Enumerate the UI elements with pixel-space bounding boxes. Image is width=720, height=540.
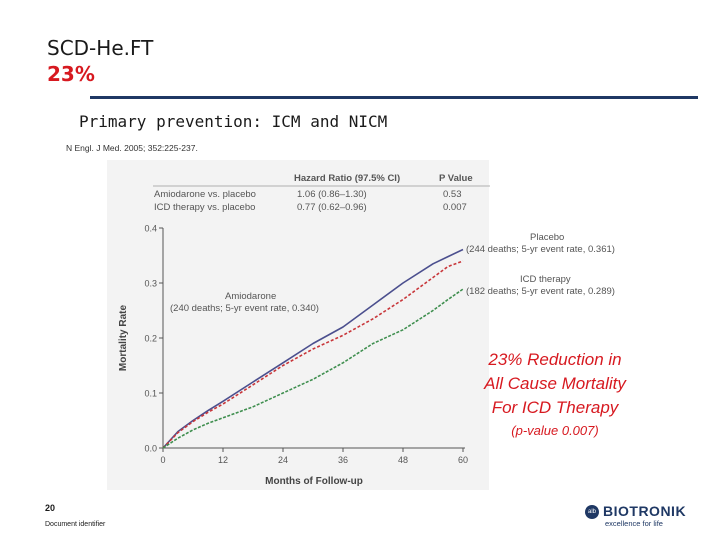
- slide-subtitle: Primary prevention: ICM and NICM: [79, 112, 388, 131]
- x-axis-label: Months of Follow-up: [265, 476, 363, 487]
- x-tick-label: 24: [278, 455, 288, 465]
- citation: N Engl. J Med. 2005; 352:225-237.: [66, 143, 198, 153]
- table-row-2-hr: 0.77 (0.62–0.96): [297, 202, 367, 213]
- logo-brand: BIOTRONIK: [603, 503, 687, 519]
- series-line-icd-therapy: [162, 288, 464, 449]
- logo-badge-icon: alb: [585, 505, 599, 519]
- page-number: 20: [45, 503, 56, 513]
- y-tick-label: 0.4: [144, 224, 157, 234]
- series-line-amiodarone: [162, 260, 464, 449]
- table-row-1-p: 0.53: [443, 189, 462, 200]
- y-axis-label: Mortality Rate: [118, 305, 129, 372]
- callout-line-1: 23% Reduction in: [488, 350, 622, 369]
- document-identifier: Document identifier: [45, 521, 106, 528]
- chart-background: [107, 160, 489, 490]
- table-header-hr: Hazard Ratio (97.5% CI): [294, 173, 400, 184]
- y-tick-label: 0.1: [144, 389, 157, 399]
- reduction-callout: 23% Reduction in All Cause Mortality For…: [455, 348, 655, 438]
- table-row-1-label: Amiodarone vs. placebo: [154, 189, 256, 200]
- annotation-icd-name: ICD therapy: [520, 274, 571, 285]
- x-tick-label: 36: [338, 455, 348, 465]
- y-tick-label: 0.2: [144, 334, 157, 344]
- table-row-2-label: ICD therapy vs. placebo: [154, 202, 255, 213]
- y-tick-label: 0.3: [144, 279, 157, 289]
- slide-title: SCD-He.FT: [47, 36, 154, 60]
- annotation-amiodarone-detail: (240 deaths; 5-yr event rate, 0.340): [170, 303, 319, 314]
- series-annotations: Placebo (244 deaths; 5-yr event rate, 0.…: [170, 232, 615, 314]
- annotation-placebo-name: Placebo: [530, 232, 564, 243]
- table-row-2-p: 0.007: [443, 202, 467, 213]
- x-ticks: 0 12 24 36 48 60: [160, 448, 468, 465]
- chart-axes: [162, 228, 465, 449]
- x-tick-label: 48: [398, 455, 408, 465]
- table-row-1-hr: 1.06 (0.86–1.30): [297, 189, 367, 200]
- logo-tagline: excellence for life: [605, 519, 663, 528]
- hazard-ratio-table: Hazard Ratio (97.5% CI) P Value Amiodaro…: [153, 173, 490, 213]
- callout-pvalue: (p-value 0.007): [511, 423, 599, 438]
- series-line-placebo: [162, 248, 464, 449]
- annotation-icd-detail: (182 deaths; 5-yr event rate, 0.289): [466, 286, 615, 297]
- x-tick-label: 60: [458, 455, 468, 465]
- y-tick-label: 0.0: [144, 444, 157, 454]
- annotation-placebo-detail: (244 deaths; 5-yr event rate, 0.361): [466, 244, 615, 255]
- callout-line-3: For ICD Therapy: [491, 398, 619, 417]
- callout-line-2: All Cause Mortality: [484, 374, 626, 393]
- annotation-amiodarone-name: Amiodarone: [225, 291, 276, 302]
- y-ticks: 0.0 0.1 0.2 0.3 0.4: [144, 224, 163, 454]
- table-header-p: P Value: [439, 173, 473, 184]
- header-rule: [90, 96, 698, 99]
- x-tick-label: 12: [218, 455, 228, 465]
- x-tick-label: 0: [160, 455, 165, 465]
- slide-title-percentage: 23%: [47, 62, 95, 86]
